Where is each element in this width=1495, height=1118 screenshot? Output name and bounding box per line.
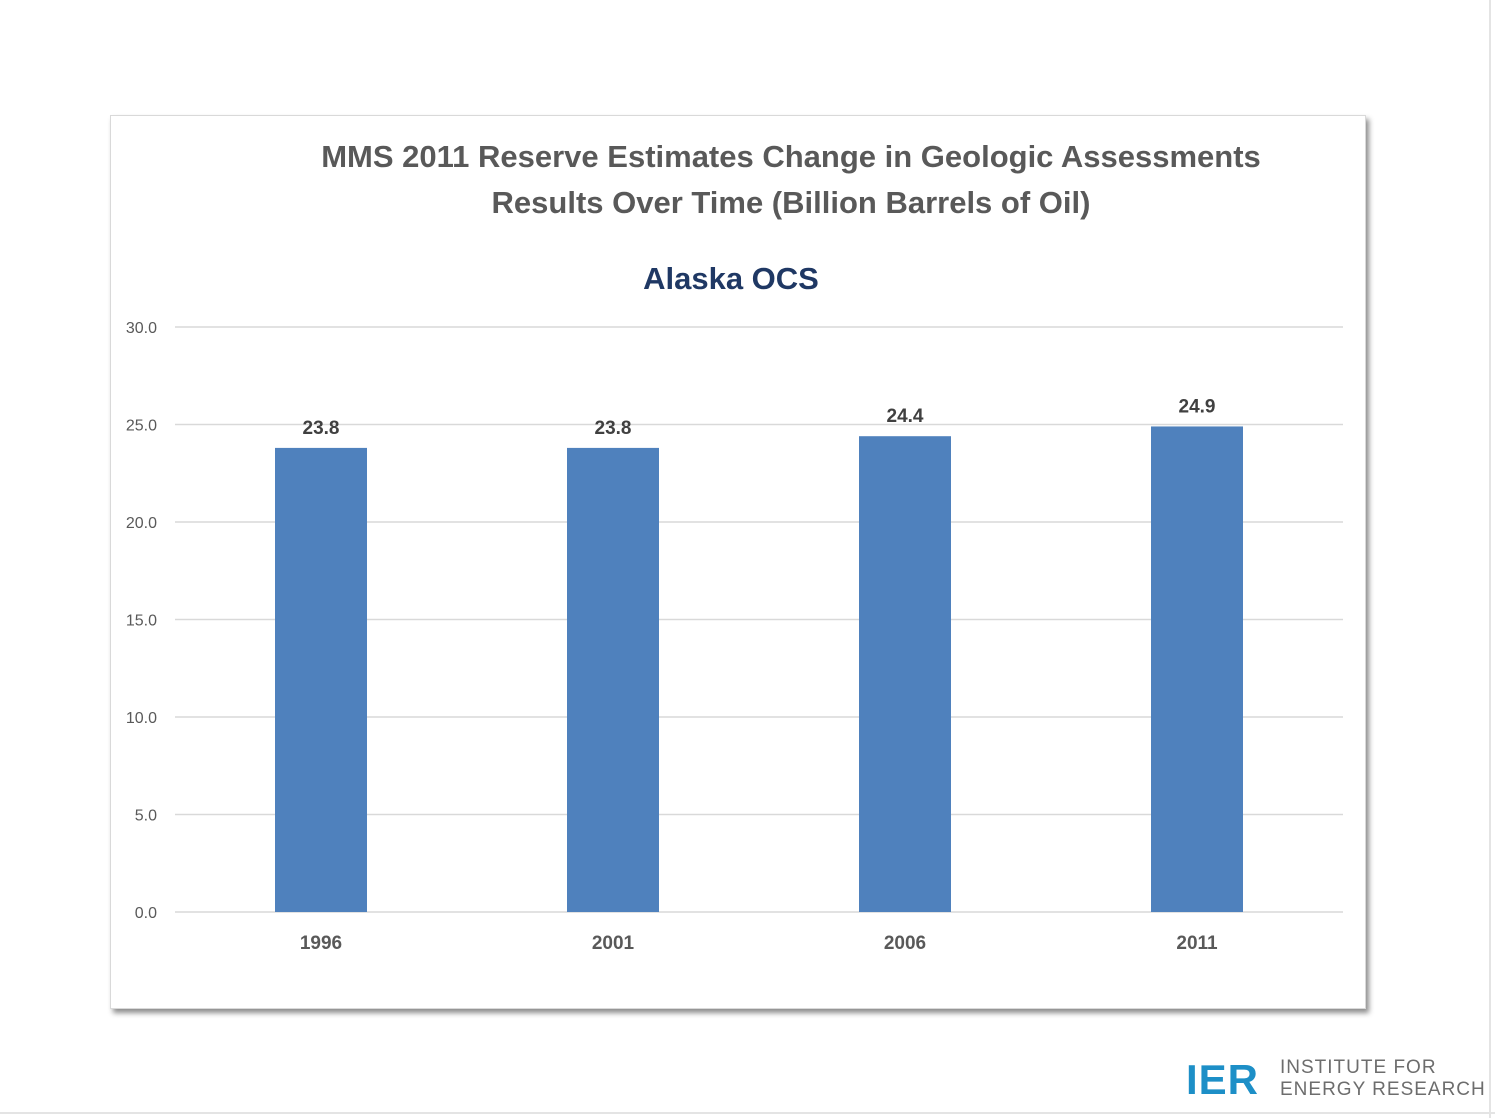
data-label-1996: 23.8: [303, 418, 340, 439]
chart-card: MMS 2011 Reserve Estimates Change in Geo…: [110, 115, 1366, 1009]
y-tick-label: 20.0: [126, 515, 157, 532]
bars: [275, 426, 1243, 912]
bar-2011: [1151, 426, 1243, 912]
y-tick-label: 25.0: [126, 418, 157, 435]
data-label-2006: 24.4: [887, 406, 924, 427]
chart-subtitle: Alaska OCS: [643, 261, 819, 296]
x-axis-ticks: 1996 2001 2006 2011: [300, 933, 1218, 954]
page-edge-bottom: [0, 1112, 1495, 1114]
x-tick-label-2001: 2001: [592, 933, 635, 954]
y-tick-label: 0.0: [135, 905, 157, 922]
y-axis-ticks: 0.0 5.0 10.0 15.0 20.0 25.0 30.0: [126, 320, 157, 922]
logo-mark: IER: [1186, 1056, 1260, 1103]
x-tick-label-1996: 1996: [300, 933, 342, 954]
x-tick-label-2011: 2011: [1176, 933, 1218, 954]
y-tick-label: 10.0: [126, 710, 157, 727]
chart-title: MMS 2011 Reserve Estimates Change in Geo…: [321, 139, 1261, 220]
gridlines: [175, 326, 1343, 913]
bar-chart: 0.05.010.015.020.025.030.0 23.8 23.824.4 2…: [126, 320, 1343, 954]
data-label-2011: 24.9: [1179, 396, 1216, 417]
ier-logo: IER INSTITUTE FOR ENERGY RESEARCH: [1186, 1056, 1485, 1103]
bar-1996: [275, 447, 367, 912]
y-tick-label: 5.0: [135, 808, 157, 825]
y-tick-label: 15.0: [126, 613, 157, 630]
logo-line-2: ENERGY RESEARCH: [1280, 1079, 1486, 1100]
data-labels: 23.8 23.8 24.4 24.9: [303, 396, 1216, 438]
y-tick-label: 30.0: [126, 320, 157, 337]
bar-2001: [567, 447, 659, 912]
bar-2006: [859, 436, 951, 912]
data-label-2001: 23.8: [595, 418, 632, 439]
page-edge-right: [1489, 0, 1491, 1118]
x-tick-label-2006: 2006: [884, 933, 926, 954]
logo-line-1: INSTITUTE FOR: [1280, 1057, 1437, 1078]
